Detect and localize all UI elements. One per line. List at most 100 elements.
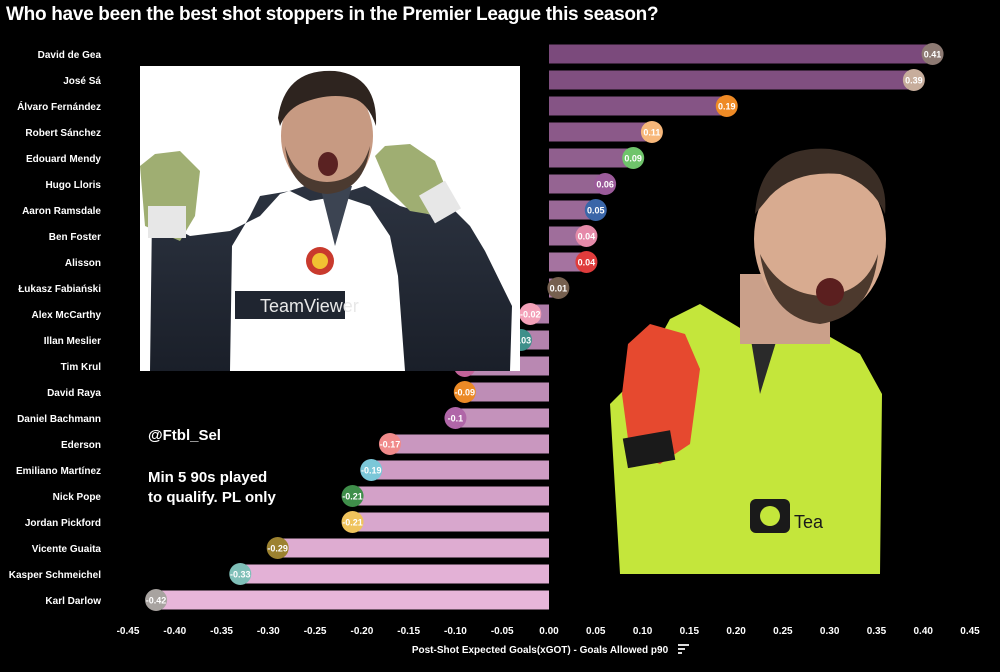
category-label-2: Álvaro Fernández: [17, 100, 101, 113]
bar-6: [549, 200, 596, 220]
data-label-2: 0.19: [718, 102, 736, 112]
bar-19: [277, 538, 549, 558]
bar-14: [455, 408, 549, 428]
value-dot-21: [145, 589, 168, 611]
data-label-6: 0.05: [587, 206, 605, 216]
bar-15: [389, 434, 549, 454]
bar-0: [549, 44, 933, 64]
value-dot-10: [519, 303, 542, 325]
category-label-16: Emiliano Martínez: [16, 466, 101, 477]
category-label-14: Daniel Bachmann: [17, 414, 101, 425]
x-tick-label-14: 0.25: [773, 626, 793, 637]
category-label-9: Łukasz Fabiański: [18, 284, 101, 295]
bar-16: [371, 460, 549, 480]
x-tick-label-4: -0.25: [304, 626, 327, 637]
category-label-4: Edouard Mendy: [26, 154, 101, 165]
data-label-11: -0.03: [511, 336, 532, 346]
x-tick-label-9: 0.00: [539, 626, 559, 637]
x-tick-label-3: -0.30: [257, 626, 280, 637]
value-dot-18: [341, 511, 364, 533]
data-label-17: -0.21: [342, 492, 363, 502]
player-celebrating-icon: TeamViewer: [140, 70, 512, 371]
data-label-1: 0.39: [905, 76, 923, 86]
category-label-0: David de Gea: [38, 50, 102, 61]
value-dot-2: [715, 95, 738, 117]
value-dot-7: [575, 225, 598, 247]
x-axis-ticks: -0.45 -0.40 -0.35 -0.30 -0.25 -0.20 -0.15 -0.10…: [117, 626, 981, 637]
category-label-10: Alex McCarthy: [32, 310, 102, 321]
bar-20: [240, 564, 549, 584]
x-tick-label-13: 0.20: [726, 626, 746, 637]
bar-13: [464, 382, 549, 402]
x-tick-label-1: -0.40: [163, 626, 186, 637]
chart-tool-icon: [678, 644, 689, 654]
bar-17: [352, 486, 549, 506]
x-tick-label-16: 0.35: [867, 626, 887, 637]
value-dot-5: [594, 173, 617, 195]
bar-18: [352, 512, 549, 532]
value-dot-3: [640, 121, 663, 143]
value-dot-0: [921, 43, 944, 65]
x-tick-label-10: 0.05: [586, 626, 606, 637]
category-label-6: Aaron Ramsdale: [22, 206, 101, 217]
bar-1: [549, 70, 914, 90]
x-tick-label-5: -0.20: [350, 626, 373, 637]
data-label-8: 0.04: [578, 258, 596, 268]
category-label-5: Hugo Lloris: [45, 180, 101, 191]
chart-title: Who have been the best shot stoppers in …: [6, 4, 659, 25]
value-dot-8: [575, 251, 598, 273]
x-tick-label-17: 0.40: [913, 626, 933, 637]
category-label-7: Ben Foster: [49, 232, 101, 243]
category-label-17: Nick Pope: [53, 492, 102, 503]
annotation-note: @Ftbl_Sel Min 5 90s played to qualify. P…: [148, 426, 276, 508]
bar-5: [549, 174, 606, 194]
player-shouting-icon: Tea: [610, 148, 886, 574]
category-label-8: Alisson: [65, 258, 101, 269]
data-label-20: -0.33: [230, 570, 251, 580]
data-label-19: -0.29: [267, 544, 288, 554]
x-tick-label-18: 0.45: [960, 626, 980, 637]
author-handle: @Ftbl_Sel: [148, 427, 221, 444]
bar-2: [549, 96, 727, 116]
value-dot-16: [360, 459, 383, 481]
svg-text:TeamViewer: TeamViewer: [260, 296, 359, 316]
category-label-15: Ederson: [61, 440, 101, 451]
category-label-1: José Sá: [63, 76, 101, 87]
category-label-3: Robert Sánchez: [25, 128, 101, 139]
data-label-13: -0.09: [455, 388, 476, 398]
x-tick-label-12: 0.15: [680, 626, 700, 637]
x-tick-label-6: -0.15: [397, 626, 420, 637]
value-dot-17: [341, 485, 364, 507]
category-labels: David de Gea José Sá Álvaro Fernández Rober…: [9, 50, 102, 607]
data-label-4: 0.09: [624, 154, 642, 164]
value-dot-19: [266, 537, 289, 559]
category-label-20: Kasper Schmeichel: [9, 570, 101, 581]
category-label-19: Vicente Guaita: [32, 544, 102, 555]
value-markers: 0.41 0.39 0.19 0.11 0.09 0.06 0.05 0.04 0.04 0.01…: [145, 43, 944, 611]
category-label-12: Tim Krul: [61, 362, 102, 373]
value-dot-13: [453, 381, 476, 403]
note-line-1: Min 5 90s played: [148, 469, 268, 486]
bar-3: [549, 122, 652, 142]
data-label-3: 0.11: [643, 128, 660, 138]
bar-21: [156, 590, 550, 610]
player-photo-left: TeamViewer: [140, 66, 520, 371]
data-label-7: 0.04: [578, 232, 596, 242]
value-dot-9: [547, 277, 570, 299]
data-label-10: -0.02: [520, 310, 541, 320]
x-tick-label-0: -0.45: [117, 626, 140, 637]
svg-text:Tea: Tea: [794, 512, 824, 532]
data-label-9: 0.01: [550, 284, 568, 294]
value-dot-4: [622, 147, 645, 169]
category-label-11: Illan Meslier: [44, 336, 101, 347]
data-label-15: -0.17: [380, 440, 401, 450]
x-tick-label-8: -0.05: [491, 626, 514, 637]
category-label-18: Jordan Pickford: [25, 518, 101, 529]
data-label-18: -0.21: [342, 518, 363, 528]
x-tick-label-7: -0.10: [444, 626, 467, 637]
value-dot-14: [444, 407, 467, 429]
x-axis-label: Post-Shot Expected Goals(xGOT) - Goals A…: [412, 645, 669, 656]
data-label-14: -0.1: [448, 414, 464, 424]
category-label-13: David Raya: [47, 388, 101, 399]
data-label-16: -0.19: [361, 466, 382, 476]
